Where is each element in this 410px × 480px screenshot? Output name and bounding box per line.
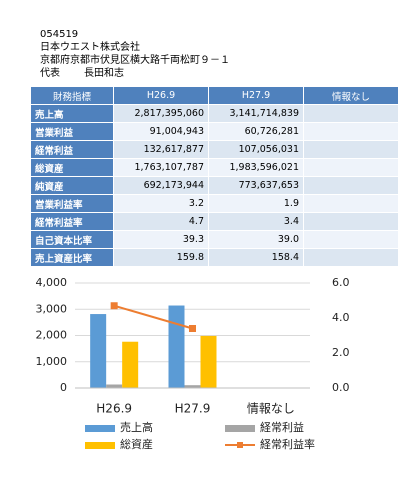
row-label: 売上資産比率 — [31, 249, 113, 266]
cell: 39.0 — [209, 231, 303, 248]
table-row: 純資産 692,173,944 773,637,653 — [31, 177, 398, 194]
cell: 3.2 — [114, 195, 208, 212]
header: 054519 日本ウエスト株式会社 京都府京都市伏見区横大路千両松町９－１ 代表… — [40, 28, 230, 80]
code: 054519 — [40, 29, 79, 40]
table-row: 売上資産比率 159.8 158.4 — [31, 249, 398, 266]
cell: 91,004,943 — [114, 123, 208, 140]
legend-label: 総資産 — [120, 437, 153, 451]
column-header: H26.9 — [114, 87, 208, 104]
cell: 60,726,281 — [209, 123, 303, 140]
y2-tick-label: 0.0 — [332, 381, 350, 394]
row-label: 総資産 — [31, 159, 113, 176]
header-row: 財務指標 H26.9 H27.9 情報なし — [31, 87, 398, 104]
y-tick-label: 1,000 — [36, 355, 68, 368]
cell — [304, 177, 398, 194]
table-row: 売上高 2,817,395,060 3,141,714,839 — [31, 105, 398, 122]
cell — [304, 123, 398, 140]
chart: 0 1,000 2,000 3,000 4,000 0.0 2.0 4.0 6.0 H26.9 H2… — [36, 276, 350, 451]
financial-table: 財務指標 H26.9 H27.9 情報なし 売上高 2,817,395,060 3,141,… — [30, 86, 399, 267]
legend-swatch — [85, 425, 115, 432]
column-header: H27.9 — [209, 87, 303, 104]
legend-swatch — [85, 442, 115, 449]
table-row: 自己資本比率 39.3 39.0 — [31, 231, 398, 248]
legend-label: 経常利益 — [260, 420, 304, 434]
table-row: 営業利益率 3.2 1.9 — [31, 195, 398, 212]
cell — [304, 195, 398, 212]
bar — [184, 385, 201, 388]
cell — [304, 249, 398, 266]
table-row: 経常利益 132,617,877 107,056,031 — [31, 141, 398, 158]
cell: 3.4 — [209, 213, 303, 230]
row-label: 経常利益率 — [31, 213, 113, 230]
bar — [122, 341, 139, 388]
table-row: 営業利益 91,004,943 60,726,281 — [31, 123, 398, 140]
column-header: 財務指標 — [31, 87, 113, 104]
y2-tick-label: 4.0 — [332, 311, 350, 324]
row-label: 営業利益率 — [31, 195, 113, 212]
line — [113, 304, 193, 330]
legend-label: 売上高 — [120, 420, 153, 434]
cell: 107,056,031 — [209, 141, 303, 158]
company: 日本ウエスト株式会社 — [40, 42, 140, 53]
rep-label: 代表 — [40, 68, 60, 79]
cell: 3,141,714,839 — [209, 105, 303, 122]
bar — [168, 305, 185, 388]
cell: 773,637,653 — [209, 177, 303, 194]
y-tick-label: 4,000 — [36, 276, 68, 289]
line-marker — [110, 302, 118, 310]
cell: 1,983,596,021 — [209, 159, 303, 176]
row-label: 自己資本比率 — [31, 231, 113, 248]
row-label: 売上高 — [31, 105, 113, 122]
representative: 代表 長田和志 — [40, 67, 230, 80]
cell — [304, 159, 398, 176]
table-row: 経常利益率 4.7 3.4 — [31, 213, 398, 230]
row-label: 純資産 — [31, 177, 113, 194]
legend-label: 経常利益率 — [260, 437, 315, 451]
row-label: 営業利益 — [31, 123, 113, 140]
address: 京都府京都市伏見区横大路千両松町９－１ — [40, 55, 230, 66]
cell — [304, 213, 398, 230]
bar — [200, 335, 217, 388]
cell: 159.8 — [114, 249, 208, 266]
row-label: 経常利益 — [31, 141, 113, 158]
y2-tick-label: 2.0 — [332, 346, 350, 359]
rep-name: 長田和志 — [84, 68, 124, 79]
y-tick-label: 3,000 — [36, 302, 68, 315]
y-tick-label: 2,000 — [36, 329, 68, 342]
cell: 2,817,395,060 — [114, 105, 208, 122]
cell — [304, 141, 398, 158]
cell: 39.3 — [114, 231, 208, 248]
y2-tick-label: 6.0 — [332, 276, 350, 289]
table-row: 総資産 1,763,107,787 1,983,596,021 — [31, 159, 398, 176]
cell — [304, 105, 398, 122]
line-marker — [189, 325, 196, 332]
cell — [304, 231, 398, 248]
cell: 1,763,107,787 — [114, 159, 208, 176]
y-tick-label: 0 — [60, 381, 67, 394]
legend-swatch — [225, 425, 255, 432]
x-tick-label: 情報なし — [247, 402, 295, 416]
legend-marker — [237, 442, 243, 448]
cell: 692,173,944 — [114, 177, 208, 194]
column-header: 情報なし — [304, 87, 398, 104]
x-tick-label: H27.9 — [175, 402, 211, 416]
cell: 132,617,877 — [114, 141, 208, 158]
x-tick-label: H26.9 — [96, 402, 132, 416]
cell: 1.9 — [209, 195, 303, 212]
bar — [106, 384, 123, 388]
cell: 4.7 — [114, 213, 208, 230]
cell: 158.4 — [209, 249, 303, 266]
bar — [90, 314, 107, 388]
